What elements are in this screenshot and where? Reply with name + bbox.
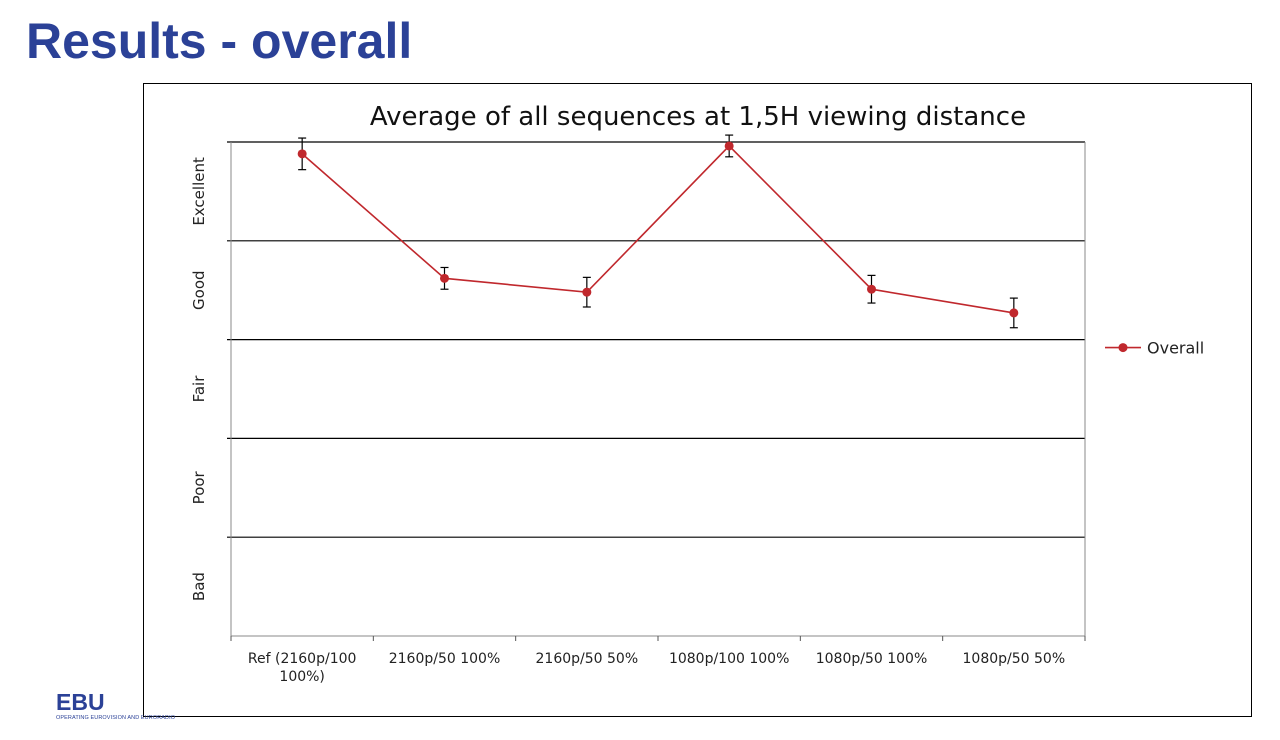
line-chart: Average of all sequences at 1,5H viewing… (190, 102, 1204, 685)
data-point (867, 284, 876, 294)
x-tick-label: 1080p/100 100% (669, 651, 789, 667)
y-band-label: Poor (190, 470, 208, 504)
y-band-label: Fair (190, 375, 208, 403)
y-band-label: Good (190, 270, 208, 310)
x-tick-label: Ref (2160p/100 100%) (248, 651, 357, 685)
y-band-label: Excellent (190, 157, 208, 226)
data-point (297, 149, 307, 159)
legend-label: Overall (1147, 339, 1204, 358)
data-point (582, 287, 592, 297)
chart-title: Average of all sequences at 1,5H viewing… (370, 102, 1026, 132)
x-tick-label: 1080p/50 100% (816, 651, 928, 667)
x-tick-label: 2160p/50 50% (536, 651, 639, 667)
x-tick-label: 1080p/50 50% (963, 651, 1066, 667)
series-line (301, 144, 1014, 314)
data-point (1009, 308, 1019, 318)
ebu-logo: EBU OPERATING EUROVISION AND EURORADIO (56, 690, 206, 730)
legend-marker (1118, 343, 1128, 353)
x-tick-label: 2160p/50 100% (389, 651, 501, 667)
slide-title: Results - overall (26, 13, 413, 69)
chart-frame: Average of all sequences at 1,5H viewing… (143, 83, 1252, 717)
logo-text: EBU (56, 689, 105, 715)
logo-subtext: OPERATING EUROVISION AND EURORADIO (56, 715, 176, 721)
data-point (440, 273, 449, 283)
data-point (724, 141, 734, 151)
y-band-label: Bad (190, 572, 208, 601)
